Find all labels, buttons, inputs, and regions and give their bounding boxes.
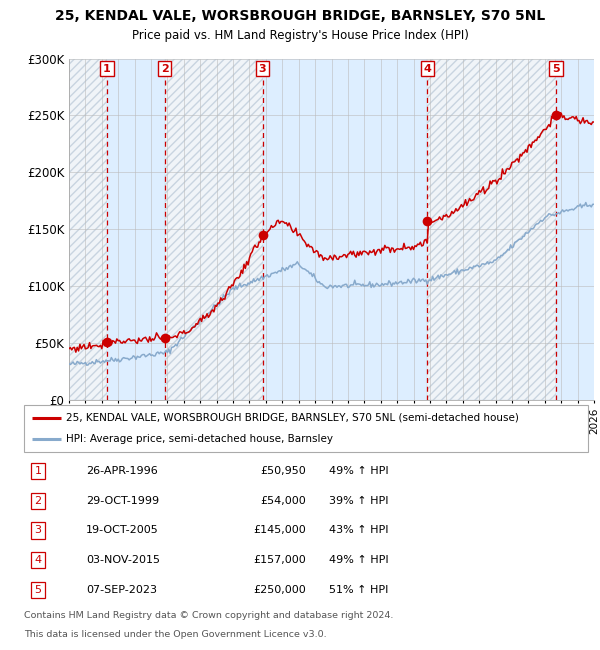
Bar	[164, 58, 263, 400]
Text: 25, KENDAL VALE, WORSBROUGH BRIDGE, BARNSLEY, S70 5NL (semi-detached house): 25, KENDAL VALE, WORSBROUGH BRIDGE, BARN…	[66, 413, 519, 422]
Text: 2: 2	[161, 64, 169, 73]
Text: 5: 5	[35, 585, 41, 595]
Text: 3: 3	[259, 64, 266, 73]
Bar	[427, 58, 556, 400]
Bar	[164, 58, 263, 400]
Text: 51% ↑ HPI: 51% ↑ HPI	[329, 585, 388, 595]
Bar	[107, 58, 164, 400]
Bar	[427, 58, 556, 400]
Text: 19-OCT-2005: 19-OCT-2005	[86, 525, 159, 536]
Bar	[556, 58, 594, 400]
Text: 07-SEP-2023: 07-SEP-2023	[86, 585, 157, 595]
Text: £157,000: £157,000	[253, 555, 306, 565]
Text: £145,000: £145,000	[253, 525, 306, 536]
Text: 2: 2	[35, 496, 41, 506]
Bar	[69, 58, 107, 400]
Text: 1: 1	[35, 466, 41, 476]
Text: 49% ↑ HPI: 49% ↑ HPI	[329, 555, 388, 565]
Text: 29-OCT-1999: 29-OCT-1999	[86, 496, 159, 506]
Text: 1: 1	[103, 64, 111, 73]
Text: 43% ↑ HPI: 43% ↑ HPI	[329, 525, 388, 536]
Text: This data is licensed under the Open Government Licence v3.0.: This data is licensed under the Open Gov…	[24, 630, 326, 639]
Text: 26-APR-1996: 26-APR-1996	[86, 466, 158, 476]
Text: HPI: Average price, semi-detached house, Barnsley: HPI: Average price, semi-detached house,…	[66, 434, 334, 444]
Text: 4: 4	[35, 555, 41, 565]
Text: 49% ↑ HPI: 49% ↑ HPI	[329, 466, 388, 476]
Text: £250,000: £250,000	[253, 585, 306, 595]
Text: Contains HM Land Registry data © Crown copyright and database right 2024.: Contains HM Land Registry data © Crown c…	[24, 611, 394, 620]
Text: 3: 3	[35, 525, 41, 536]
Bar	[69, 58, 107, 400]
Text: £54,000: £54,000	[260, 496, 306, 506]
Text: £50,950: £50,950	[260, 466, 306, 476]
Text: 39% ↑ HPI: 39% ↑ HPI	[329, 496, 388, 506]
FancyBboxPatch shape	[24, 405, 588, 452]
Bar	[263, 58, 427, 400]
Text: 5: 5	[552, 64, 560, 73]
Text: Price paid vs. HM Land Registry's House Price Index (HPI): Price paid vs. HM Land Registry's House …	[131, 29, 469, 42]
Text: 03-NOV-2015: 03-NOV-2015	[86, 555, 160, 565]
Text: 4: 4	[424, 64, 431, 73]
Text: 25, KENDAL VALE, WORSBROUGH BRIDGE, BARNSLEY, S70 5NL: 25, KENDAL VALE, WORSBROUGH BRIDGE, BARN…	[55, 8, 545, 23]
